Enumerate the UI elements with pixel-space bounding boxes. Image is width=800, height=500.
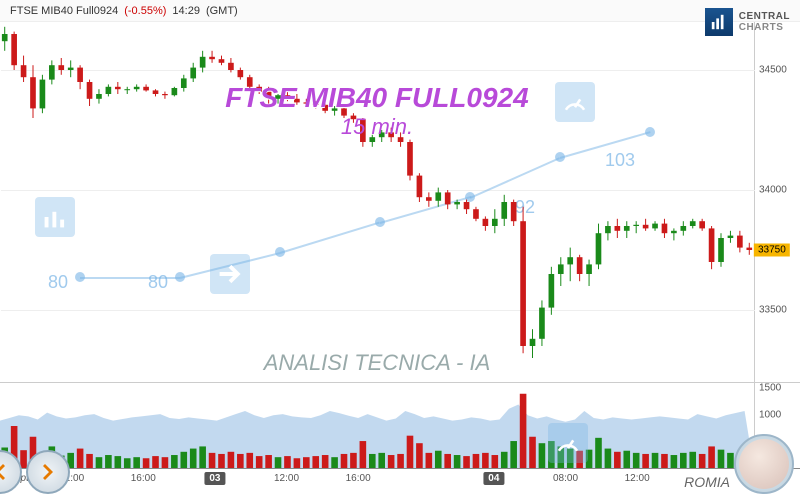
symbol-label: FTSE MIB40 Full0924 xyxy=(10,5,118,17)
pct-change: (-0.55%) xyxy=(124,5,166,17)
brand-logo: CENTRALCHARTS xyxy=(705,8,790,36)
logo-line2: CHARTS xyxy=(739,22,784,33)
logo-line1: CENTRAL xyxy=(739,11,790,22)
logo-icon xyxy=(705,8,733,36)
assistant-avatar[interactable] xyxy=(734,434,794,494)
volume-chart[interactable] xyxy=(0,383,754,468)
nav-next-button[interactable] xyxy=(26,450,70,494)
price-chart[interactable]: FTSE MIB40 FULL0924 15 min. ANALISI TECN… xyxy=(0,22,754,382)
x-axis: sept. 12:0016:000312:0016:000408:0012:00 xyxy=(0,468,800,496)
chart-header: FTSE MIB40 Full0924 (-0.55%) 14:29 (GMT) xyxy=(0,0,800,22)
timestamp: 14:29 xyxy=(172,5,200,17)
brand-label: ROMIA xyxy=(684,474,730,490)
price-y-axis: 335003400034500 xyxy=(754,22,800,382)
timezone: (GMT) xyxy=(206,5,238,17)
